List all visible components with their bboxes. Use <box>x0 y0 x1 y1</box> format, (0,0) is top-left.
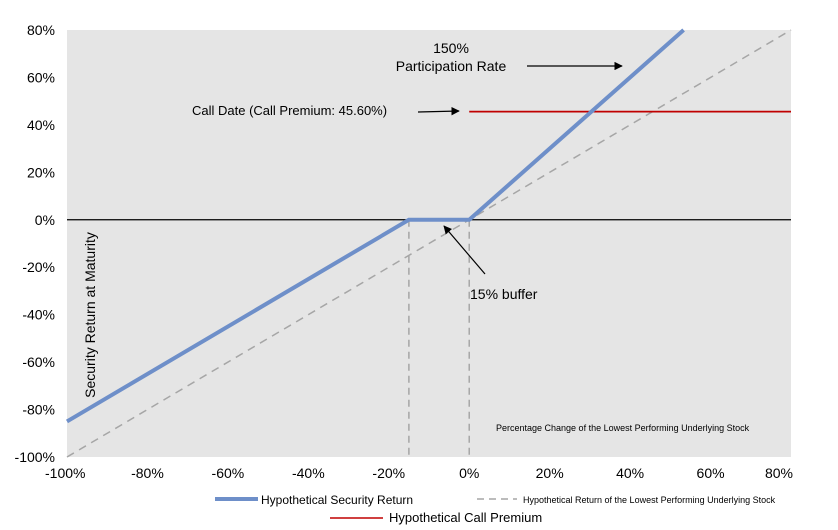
x-tick-label: -20% <box>372 465 405 481</box>
legend: Hypothetical Security Return Hypothetica… <box>215 493 776 525</box>
participation-rate-label: Participation Rate <box>396 58 507 74</box>
buffer-arrow <box>443 225 486 275</box>
legend-label-call-premium: Hypothetical Call Premium <box>389 510 542 525</box>
x-axis-label: Percentage Change of the Lowest Performi… <box>496 423 750 433</box>
legend-label-stock-return: Hypothetical Return of the Lowest Perfor… <box>523 495 776 505</box>
series-stock-return <box>66 29 792 458</box>
y-tick-label: 20% <box>27 164 55 180</box>
x-tick-label: 20% <box>536 465 564 481</box>
participation-rate-value: 150% <box>433 40 469 56</box>
y-tick-label: -60% <box>22 354 55 370</box>
y-tick-label: -40% <box>22 307 55 323</box>
series-security-return <box>65 28 685 424</box>
x-tick-label: -80% <box>131 465 164 481</box>
x-tick-labels: -100% -80% -60% -40% -20% 0% 20% 40% 60% 80% <box>45 465 793 481</box>
legend-label-security-return: Hypothetical Security Return <box>261 493 413 507</box>
x-tick-label: 60% <box>697 465 725 481</box>
y-tick-label: -80% <box>22 402 55 418</box>
call-date-annotation: Call Date (Call Premium: 45.60%) <box>192 103 387 118</box>
x-tick-label: 80% <box>765 465 793 481</box>
y-tick-label: 0% <box>35 212 55 228</box>
x-tick-label: 40% <box>616 465 644 481</box>
x-tick-label: 0% <box>459 465 479 481</box>
x-tick-label: -100% <box>45 465 85 481</box>
x-tick-label: -60% <box>212 465 245 481</box>
y-axis-label: Security Return at Maturity <box>82 232 98 398</box>
y-tick-label: 60% <box>27 69 55 85</box>
buffer-annotation: 15% buffer <box>470 286 538 302</box>
series-group <box>65 28 792 458</box>
buffer-guides <box>408 219 470 457</box>
x-tick-label: -40% <box>292 465 325 481</box>
y-tick-label: -20% <box>22 259 55 275</box>
y-tick-label: 40% <box>27 117 55 133</box>
y-tick-labels: 80% 60% 40% 20% 0% -20% -40% -60% -80% -100% <box>15 22 55 465</box>
y-tick-label: 80% <box>27 22 55 38</box>
call-date-arrow <box>417 106 460 116</box>
y-tick-label: -100% <box>15 449 55 465</box>
